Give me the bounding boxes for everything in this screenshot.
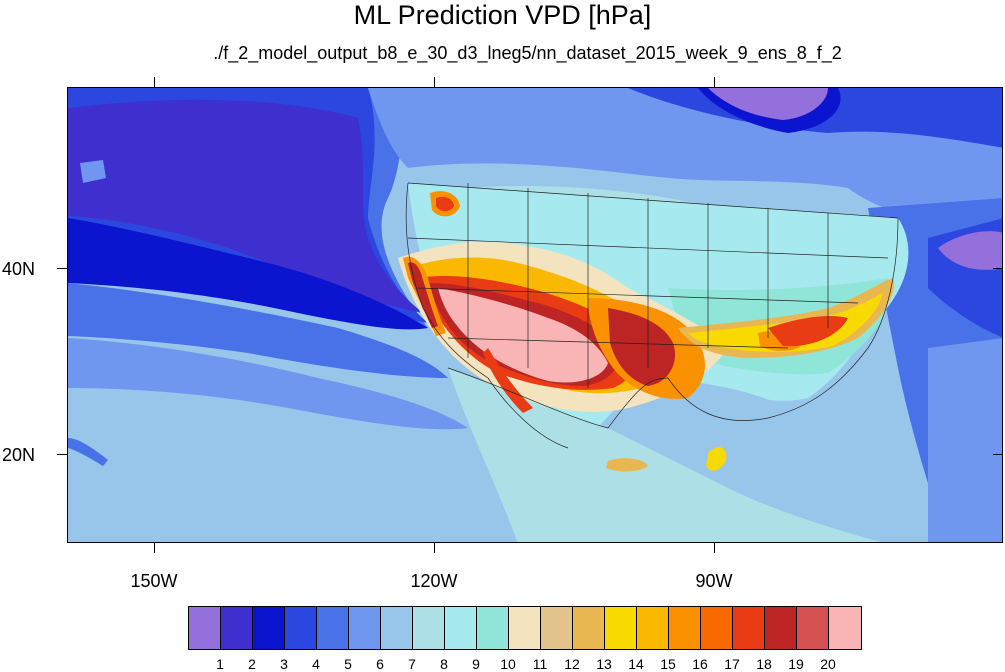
texas-red bbox=[608, 308, 676, 386]
colorbar-swatch bbox=[189, 607, 221, 649]
central-america-spot-1 bbox=[706, 447, 727, 471]
colorbar-swatch bbox=[317, 607, 349, 649]
lat-tick-40n bbox=[57, 268, 67, 269]
lon-tick-top-90w bbox=[714, 77, 715, 87]
colorbar-swatch bbox=[381, 607, 413, 649]
colorbar-swatch bbox=[605, 607, 637, 649]
colorbar-label: 11 bbox=[532, 656, 548, 672]
mexico-base bbox=[448, 368, 881, 542]
colorbar-label: 19 bbox=[788, 656, 804, 672]
colorbar-label: 20 bbox=[820, 656, 836, 672]
colorbar-label: 8 bbox=[440, 656, 448, 672]
lat-label-40n: 40N bbox=[2, 259, 36, 279]
lon-tick-120w bbox=[434, 543, 435, 553]
central-america-spot-2 bbox=[606, 458, 648, 472]
lat-tick-right-40n bbox=[993, 268, 1003, 269]
lon-label-90w: 90W bbox=[695, 571, 733, 591]
colorbar-swatch bbox=[701, 607, 733, 649]
colorbar-swatch bbox=[221, 607, 253, 649]
colorbar bbox=[188, 606, 862, 650]
hudson-core bbox=[708, 88, 828, 120]
pacific-band-core bbox=[68, 218, 428, 330]
pacific-lower-band bbox=[68, 338, 468, 430]
lon-tick-top-120w bbox=[434, 77, 435, 87]
vpd-contour-map bbox=[68, 88, 1002, 542]
colorbar-label: 16 bbox=[692, 656, 708, 672]
colorbar-label: 3 bbox=[280, 656, 288, 672]
boundary-lines bbox=[405, 182, 899, 449]
colorbar-swatch bbox=[285, 607, 317, 649]
colorbar-label: 2 bbox=[248, 656, 256, 672]
lat-tick-right-20n bbox=[993, 454, 1003, 455]
southeast-yellow bbox=[688, 293, 883, 352]
lon-tick-150w bbox=[154, 543, 155, 553]
colorbar-label: 12 bbox=[564, 656, 580, 672]
colorbar-label: 9 bbox=[472, 656, 480, 672]
baja-red bbox=[483, 348, 533, 413]
lon-tick-90w bbox=[714, 543, 715, 553]
colorbar-label: 14 bbox=[628, 656, 644, 672]
hawaii-islands bbox=[68, 438, 108, 466]
colorbar-swatch bbox=[349, 607, 381, 649]
lon-label-150w: 150W bbox=[130, 571, 178, 591]
colorbar-label: 18 bbox=[756, 656, 772, 672]
colorbar-swatch bbox=[413, 607, 445, 649]
colorbar-label: 5 bbox=[344, 656, 352, 672]
page-title: ML Prediction VPD [hPa] bbox=[353, 0, 652, 30]
pnw-hotspot-core bbox=[436, 196, 454, 212]
colorbar-swatch bbox=[509, 607, 541, 649]
colorbar-swatch bbox=[637, 607, 669, 649]
colorbar-swatch bbox=[573, 607, 605, 649]
pacific-mid-band bbox=[68, 283, 448, 378]
colorbar-label: 7 bbox=[408, 656, 416, 672]
lat-label-20n: 20N bbox=[2, 445, 36, 465]
atlantic-purple bbox=[938, 231, 1002, 270]
colorbar-swatch bbox=[477, 607, 509, 649]
lon-label-120w: 120W bbox=[410, 571, 458, 591]
lon-tick-top-150w bbox=[154, 77, 155, 87]
colorbar-label: 1 bbox=[216, 656, 224, 672]
colorbar-swatch bbox=[669, 607, 701, 649]
colorbar-swatch bbox=[541, 607, 573, 649]
california-coast-core bbox=[408, 262, 438, 328]
page-subtitle: ./f_2_model_output_b8_e_30_d3_lneg5/nn_d… bbox=[213, 43, 842, 63]
colorbar-label: 4 bbox=[312, 656, 320, 672]
colorbar-swatch bbox=[733, 607, 765, 649]
small-pacific-patch bbox=[80, 160, 106, 183]
sw-pink bbox=[438, 288, 608, 383]
map-panel bbox=[67, 87, 1003, 543]
colorbar-label: 15 bbox=[660, 656, 676, 672]
colorbar-label: 17 bbox=[724, 656, 740, 672]
lat-tick-20n bbox=[57, 454, 67, 455]
colorbar-swatch bbox=[253, 607, 285, 649]
colorbar-swatch bbox=[445, 607, 477, 649]
colorbar-swatch bbox=[765, 607, 797, 649]
colorbar-label: 6 bbox=[376, 656, 384, 672]
colorbar-label: 13 bbox=[596, 656, 612, 672]
north-pacific-core bbox=[68, 99, 423, 313]
colorbar-label: 10 bbox=[500, 656, 516, 672]
colorbar-swatch bbox=[829, 607, 861, 649]
colorbar-swatch bbox=[797, 607, 829, 649]
atlantic-south bbox=[928, 338, 1002, 542]
